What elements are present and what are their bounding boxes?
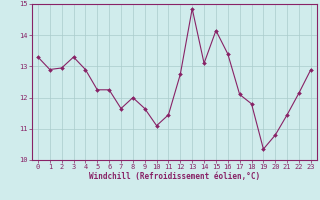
X-axis label: Windchill (Refroidissement éolien,°C): Windchill (Refroidissement éolien,°C) xyxy=(89,172,260,181)
